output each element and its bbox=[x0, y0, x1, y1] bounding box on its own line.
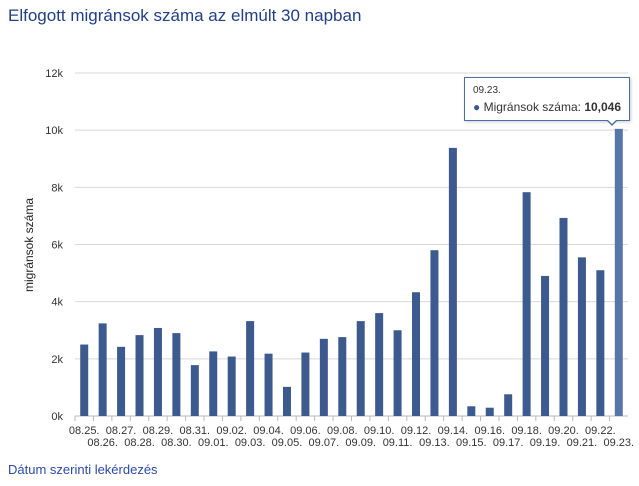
x-tick-label: 09.23. bbox=[603, 437, 634, 449]
x-tick-label: 09.22. bbox=[585, 425, 616, 437]
x-tick-label: 09.12. bbox=[401, 425, 432, 437]
bar[interactable] bbox=[577, 257, 586, 416]
y-tick-label: 8k bbox=[51, 182, 63, 194]
y-tick-label: 12k bbox=[45, 68, 63, 80]
bar[interactable] bbox=[504, 394, 513, 416]
bar[interactable] bbox=[227, 356, 236, 416]
bar[interactable] bbox=[117, 346, 126, 416]
x-tick-label: 08.30. bbox=[161, 437, 192, 449]
x-axis-ticks: 08.25.08.26.08.27.08.28.08.29.08.30.08.3… bbox=[69, 416, 634, 449]
x-tick-label: 08.31. bbox=[180, 425, 211, 437]
bar[interactable] bbox=[541, 275, 550, 416]
x-tick-label: 09.19. bbox=[530, 437, 561, 449]
bar[interactable] bbox=[246, 321, 255, 416]
x-tick-label: 08.26. bbox=[87, 437, 118, 449]
bars bbox=[80, 128, 623, 416]
x-tick-label: 09.21. bbox=[567, 437, 598, 449]
y-tick-label: 6k bbox=[51, 240, 63, 252]
x-tick-label: 08.28. bbox=[124, 437, 155, 449]
bar[interactable] bbox=[190, 365, 199, 416]
x-tick-label: 09.11. bbox=[383, 437, 413, 449]
bar[interactable] bbox=[614, 128, 623, 416]
x-tick-label: 09.07. bbox=[309, 437, 340, 449]
bar[interactable] bbox=[319, 338, 328, 416]
y-axis-ticks: 0k 2k 4k 6k 8k 10k 12k bbox=[45, 68, 63, 423]
x-tick-label: 09.02. bbox=[216, 425, 247, 437]
y-tick-label: 0k bbox=[51, 411, 63, 423]
x-tick-label: 09.04. bbox=[253, 425, 284, 437]
x-tick-label: 09.01. bbox=[198, 437, 229, 449]
bar[interactable] bbox=[135, 335, 144, 416]
bar[interactable] bbox=[448, 147, 457, 416]
x-tick-label: 08.29. bbox=[143, 425, 174, 437]
bar[interactable] bbox=[522, 192, 531, 416]
date-query-link[interactable]: Dátum szerinti lekérdezés bbox=[8, 462, 158, 477]
x-tick-label: 09.18. bbox=[511, 425, 542, 437]
bar[interactable] bbox=[485, 407, 494, 416]
bar[interactable] bbox=[412, 292, 421, 416]
x-tick-label: 09.10. bbox=[364, 425, 395, 437]
bar[interactable] bbox=[356, 321, 365, 416]
tooltip-pointer-inner bbox=[607, 119, 617, 124]
bar[interactable] bbox=[264, 353, 273, 416]
series-dot-icon: ● bbox=[473, 100, 481, 114]
bar[interactable] bbox=[209, 351, 218, 416]
bar[interactable] bbox=[596, 270, 605, 416]
x-tick-label: 09.13. bbox=[419, 437, 450, 449]
tooltip-value: 10,046 bbox=[584, 100, 622, 114]
x-tick-label: 09.15. bbox=[456, 437, 487, 449]
bar[interactable] bbox=[282, 386, 291, 416]
y-tick-label: 2k bbox=[51, 354, 63, 366]
tooltip-date: 09.23. bbox=[473, 85, 501, 96]
bar[interactable] bbox=[467, 406, 476, 416]
x-tick-label: 08.25. bbox=[69, 425, 100, 437]
bar[interactable] bbox=[98, 323, 107, 416]
x-tick-label: 09.17. bbox=[493, 437, 524, 449]
x-tick-label: 09.08. bbox=[327, 425, 358, 437]
bar[interactable] bbox=[80, 344, 89, 416]
x-tick-label: 09.09. bbox=[345, 437, 376, 449]
tooltip-series-line: ● Migránsok száma: 10,046 bbox=[473, 100, 621, 114]
y-tick-label: 10k bbox=[45, 125, 63, 137]
bar[interactable] bbox=[153, 327, 162, 416]
bar[interactable] bbox=[393, 330, 402, 416]
chart-title: Elfogott migránsok száma az elmúlt 30 na… bbox=[8, 6, 362, 25]
tooltip: 09.23. ● Migránsok száma: 10,046 bbox=[464, 77, 630, 121]
tooltip-series-label: Migránsok száma: bbox=[483, 100, 581, 114]
bar[interactable] bbox=[338, 337, 347, 416]
bar[interactable] bbox=[375, 313, 384, 416]
bar-chart: 0k 2k 4k 6k 8k 10k 12k 08.25.08.26.08.27.08.28… bbox=[22, 68, 634, 449]
x-tick-label: 09.20. bbox=[548, 425, 579, 437]
x-tick-label: 09.16. bbox=[474, 425, 505, 437]
bar[interactable] bbox=[172, 333, 181, 416]
y-tick-label: 4k bbox=[51, 297, 63, 309]
y-axis-title: migránsok száma bbox=[22, 198, 36, 292]
x-tick-label: 09.14. bbox=[438, 425, 469, 437]
bar[interactable] bbox=[301, 352, 310, 416]
x-tick-label: 09.05. bbox=[272, 437, 303, 449]
x-tick-label: 09.06. bbox=[290, 425, 321, 437]
bar[interactable] bbox=[559, 217, 568, 416]
x-tick-label: 08.27. bbox=[106, 425, 137, 437]
bar[interactable] bbox=[430, 250, 439, 416]
x-tick-label: 09.03. bbox=[235, 437, 266, 449]
